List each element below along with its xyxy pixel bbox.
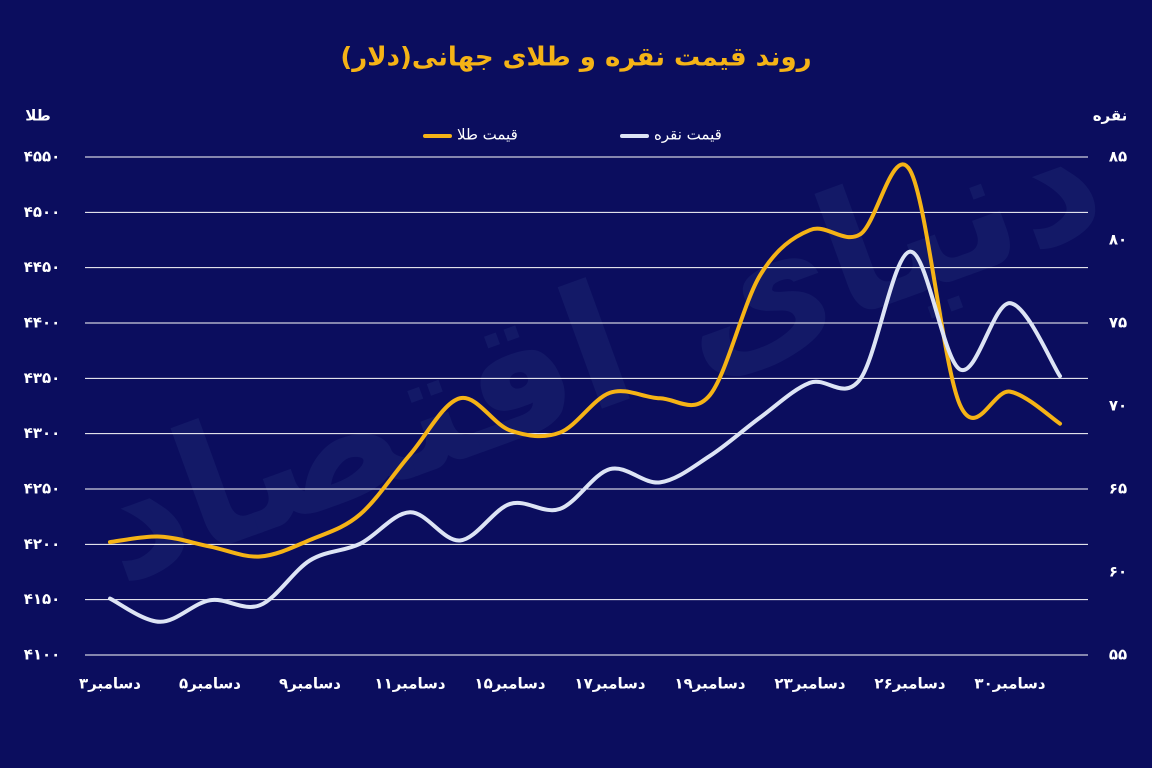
- y2-tick-label: ۷۵: [1109, 314, 1127, 332]
- y2-tick-label: ۸۵: [1109, 148, 1127, 166]
- x-tick-label: ۳دسامبر: [79, 675, 141, 693]
- y-tick-label: ۴۲۰۰: [24, 535, 61, 553]
- chart-title: روند قیمت نقره و طلای جهانی(دلار): [340, 43, 811, 73]
- series-line: [108, 162, 1062, 559]
- y2-tick-label: ۵۵: [1109, 646, 1127, 664]
- y2-tick-label: ۷۰: [1109, 397, 1127, 415]
- x-tick-label: ۹دسامبر: [279, 675, 341, 693]
- y-tick-label: ۴۳۵۰: [24, 369, 61, 387]
- y2-axis-label: نقره: [1093, 107, 1128, 125]
- y-tick-label: ۴۵۰۰: [24, 203, 61, 221]
- y-tick-label: ۴۲۵۰: [24, 480, 61, 498]
- x-tick-label: ۳۰دسامبر: [974, 675, 1045, 693]
- x-tick-label: ۲۶دسامبر: [874, 675, 945, 693]
- y-tick-label: ۴۱۰۰: [24, 646, 61, 664]
- y-tick-label: ۴۳۰۰: [24, 424, 61, 442]
- x-tick-label: ۱۹دسامبر: [674, 675, 745, 693]
- y2-tick-label: ۶۰: [1109, 563, 1127, 581]
- x-tick-label: ۱۷دسامبر: [574, 675, 645, 693]
- x-tick-label: ۱۵دسامبر: [474, 675, 545, 693]
- y-tick-label: ۴۱۵۰: [24, 590, 61, 608]
- series-line: [108, 249, 1062, 624]
- legend-label: قیمت نقره: [654, 126, 722, 144]
- x-tick-label: ۲۳دسامبر: [774, 675, 845, 693]
- legend-label: قیمت طلا: [457, 126, 518, 144]
- y-tick-label: ۴۴۵۰: [24, 258, 61, 276]
- x-tick-label: ۱۱دسامبر: [374, 675, 445, 693]
- y-tick-label: ۴۴۰۰: [24, 314, 61, 332]
- y-axis-label: طلا: [25, 107, 51, 125]
- y2-tick-label: ۸۰: [1109, 231, 1127, 249]
- y-tick-label: ۴۵۵۰: [24, 148, 61, 166]
- x-tick-label: ۵دسامبر: [179, 675, 241, 693]
- y2-tick-label: ۶۵: [1109, 480, 1127, 498]
